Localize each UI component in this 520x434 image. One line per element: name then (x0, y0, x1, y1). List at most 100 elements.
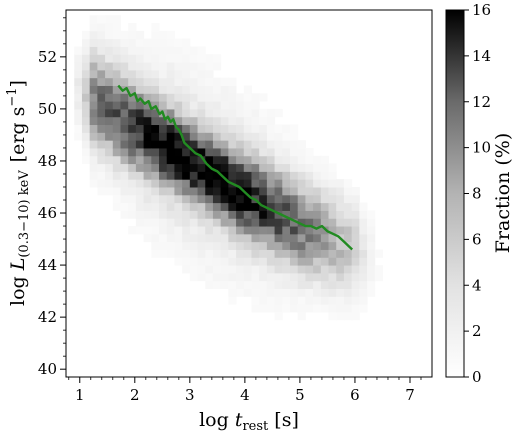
heatmap-cell (205, 93, 214, 102)
heatmap-cell (266, 272, 276, 282)
heatmap-cell (197, 54, 206, 63)
heatmap-cell (251, 272, 260, 282)
heatmap-cell (174, 85, 183, 94)
heatmap-cell (328, 249, 337, 258)
heatmap-cell (359, 257, 368, 266)
heatmap-cell (159, 77, 168, 86)
heatmap-cell (182, 202, 191, 211)
heatmap-cell (328, 210, 337, 219)
heatmap-cell (120, 77, 129, 86)
heatmap-cell (236, 93, 245, 102)
heatmap-cell (143, 186, 152, 196)
heatmap-cell (166, 124, 175, 133)
heatmap-cell (205, 226, 214, 235)
heatmap-cell (220, 272, 229, 282)
heatmap-cell (297, 311, 306, 321)
heatmap-cell (251, 186, 260, 196)
heatmap-cell (120, 38, 129, 47)
heatmap-cell (220, 202, 229, 211)
heatmap-cell (336, 257, 345, 266)
heatmap-cell (282, 304, 291, 313)
heatmap-cell (236, 163, 245, 172)
heatmap-cell (274, 311, 283, 321)
heatmap-cell (359, 280, 368, 290)
heatmap-cell (328, 218, 337, 227)
heatmap-cell (320, 163, 330, 172)
heatmap-cell (189, 194, 199, 204)
heatmap-cell (274, 296, 283, 305)
heatmap-cell (243, 108, 252, 118)
heatmap-cell (112, 140, 121, 149)
heatmap-cell (135, 202, 145, 211)
heatmap-cell (236, 241, 245, 250)
heatmap-cell (182, 93, 191, 102)
heatmap-cell (297, 233, 306, 243)
heatmap-cell (236, 132, 245, 141)
heatmap-cell (297, 257, 306, 266)
heatmap-cell (151, 54, 160, 63)
heatmap-cell (151, 46, 160, 55)
heatmap-cell (297, 140, 306, 149)
heatmap-cell (236, 218, 245, 227)
heatmap-cell (81, 77, 91, 86)
heatmap-cell (128, 108, 137, 118)
heatmap-cell (320, 304, 330, 313)
heatmap-cell (135, 69, 145, 79)
heatmap-cell (251, 210, 260, 219)
colorbar-tick-label: 4 (472, 276, 482, 294)
heatmap-cell (212, 249, 222, 258)
heatmap-cell (189, 62, 199, 71)
heatmap-cell (205, 85, 214, 94)
heatmap-cell (282, 233, 291, 243)
heatmap-cell (135, 186, 145, 196)
heatmap-cell (182, 257, 191, 266)
heatmap-cell (205, 155, 214, 165)
heatmap-cell (251, 101, 260, 110)
heatmap-cell (112, 38, 121, 47)
heatmap-cell (297, 147, 306, 157)
heatmap-cell (212, 147, 222, 157)
heatmap-cell (135, 210, 145, 219)
heatmap-cell (135, 218, 145, 227)
heatmap-cell (251, 132, 260, 141)
heatmap-cell (205, 171, 214, 180)
heatmap-cell (305, 179, 314, 188)
heatmap-cell (197, 218, 206, 227)
heatmap-cell (143, 116, 152, 126)
heatmap-cell (174, 62, 183, 71)
heatmap-cell (236, 155, 245, 165)
heatmap-cell (374, 272, 383, 282)
heatmap-cell (105, 147, 114, 157)
heatmap-cell (205, 54, 214, 63)
heatmap-cell (367, 233, 376, 243)
heatmap-cell (159, 69, 168, 79)
heatmap-cell (290, 155, 299, 165)
heatmap-cell (74, 69, 83, 79)
heatmap-cell (105, 54, 114, 63)
heatmap-cell (228, 296, 237, 305)
heatmap-cell (120, 124, 129, 133)
heatmap-cell (305, 226, 314, 235)
heatmap-cell (89, 124, 98, 133)
heatmap-cell (81, 140, 91, 149)
heatmap-cell (151, 147, 160, 157)
heatmap-cell (81, 132, 91, 141)
heatmap-cell (143, 233, 152, 243)
heatmap-cell (259, 296, 268, 305)
heatmap-cell (143, 101, 152, 110)
heatmap-cell (351, 304, 360, 313)
heatmap-cell (228, 226, 237, 235)
heatmap-cell (212, 108, 222, 118)
heatmap-cell (166, 69, 175, 79)
heatmap-cell (159, 171, 168, 180)
heatmap-cell (228, 132, 237, 141)
heatmap-cell (313, 179, 322, 188)
heatmap-cell (189, 101, 199, 110)
heatmap-cell (228, 116, 237, 126)
heatmap-cell (290, 186, 299, 196)
heatmap-cell (359, 296, 368, 305)
heatmap-cell (135, 155, 145, 165)
y-axis-label: log L(0.3−10) keV[erg s−1] (5, 80, 32, 306)
heatmap-cell (305, 233, 314, 243)
heatmap-cell (189, 116, 199, 126)
